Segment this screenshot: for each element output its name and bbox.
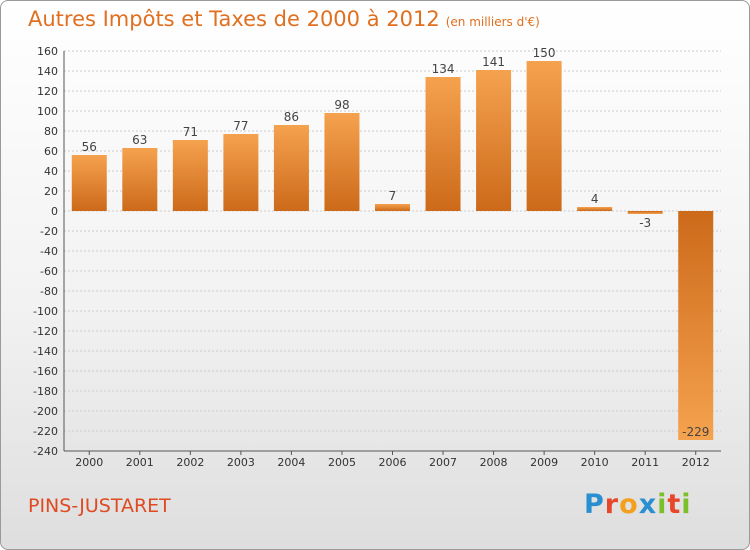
y-tick-label: -240 xyxy=(33,445,58,458)
x-tick-label-2006: 2006 xyxy=(379,456,407,469)
y-tick-label: 120 xyxy=(37,85,58,98)
data-label-2000: 56 xyxy=(82,140,97,154)
commune-name: PINS-JUSTARET xyxy=(28,495,171,517)
data-label-2008: 141 xyxy=(482,55,505,69)
chart-title-unit: (en milliers d'€) xyxy=(445,15,540,29)
bar-2000 xyxy=(71,155,107,211)
data-label-2002: 71 xyxy=(183,125,198,139)
x-tick-label-2001: 2001 xyxy=(126,456,154,469)
bar-2001 xyxy=(122,148,158,211)
bar-2006 xyxy=(375,204,410,211)
x-tick-label-2009: 2009 xyxy=(530,456,558,469)
x-tick-label-2011: 2011 xyxy=(631,456,659,469)
logo-letter: i xyxy=(681,489,692,520)
logo-letter: o xyxy=(619,489,639,520)
data-label-2003: 77 xyxy=(233,119,248,133)
y-tick-label: -60 xyxy=(40,265,58,278)
logo-letter: P xyxy=(584,489,605,520)
proxiti-logo: Proxiti xyxy=(584,489,692,520)
y-tick-label: -20 xyxy=(40,225,58,238)
data-label-2012: -229 xyxy=(682,425,709,439)
data-label-2007: 134 xyxy=(432,62,455,76)
bar-2003 xyxy=(223,134,259,211)
data-label-2001: 63 xyxy=(132,133,147,147)
x-tick-label-2002: 2002 xyxy=(176,456,204,469)
data-label-2005: 98 xyxy=(334,98,349,112)
x-tick-label-2005: 2005 xyxy=(328,456,356,469)
y-tick-label: -140 xyxy=(33,345,58,358)
y-tick-label: 40 xyxy=(44,165,58,178)
y-tick-label: -40 xyxy=(40,245,58,258)
y-tick-label: -120 xyxy=(33,325,58,338)
y-tick-label: -180 xyxy=(33,385,58,398)
logo-letter: i xyxy=(657,489,668,520)
x-tick-label-2008: 2008 xyxy=(480,456,508,469)
data-label-2011: -3 xyxy=(639,216,651,230)
bar-2008 xyxy=(476,70,512,211)
bar-2002 xyxy=(172,140,208,211)
x-tick-label-2003: 2003 xyxy=(227,456,255,469)
bar-2010 xyxy=(577,207,613,211)
y-tick-label: -220 xyxy=(33,425,58,438)
bar-2004 xyxy=(273,125,309,211)
x-tick-label-2010: 2010 xyxy=(581,456,609,469)
data-label-2004: 86 xyxy=(284,110,299,124)
data-label-2009: 150 xyxy=(533,46,556,60)
x-tick-label-2000: 2000 xyxy=(75,456,103,469)
logo-letter: r xyxy=(604,489,620,520)
chart-title-main: Autres Impôts et Taxes de 2000 à 2012 xyxy=(28,7,440,31)
y-tick-label: 140 xyxy=(37,65,58,78)
data-label-2010: 4 xyxy=(591,192,599,206)
data-label-2006: 7 xyxy=(389,189,397,203)
y-tick-label: 160 xyxy=(37,45,58,58)
y-tick-label: 0 xyxy=(51,205,58,218)
chart-title: Autres Impôts et Taxes de 2000 à 2012 (en… xyxy=(28,7,540,31)
x-tick-label-2007: 2007 xyxy=(429,456,457,469)
x-tick-label-2004: 2004 xyxy=(277,456,305,469)
logo-letter: t xyxy=(667,489,682,520)
y-tick-label: -200 xyxy=(33,405,58,418)
logo-letter: x xyxy=(638,489,658,520)
bar-2005 xyxy=(324,113,360,211)
bar-2009 xyxy=(526,61,562,211)
y-tick-label: 60 xyxy=(44,145,58,158)
y-tick-label: -100 xyxy=(33,305,58,318)
y-tick-label: -80 xyxy=(40,285,58,298)
y-tick-label: -160 xyxy=(33,365,58,378)
y-tick-label: 20 xyxy=(44,185,58,198)
bar-2012 xyxy=(678,211,714,440)
bar-2011 xyxy=(627,211,663,214)
y-tick-label: 80 xyxy=(44,125,58,138)
y-tick-label: 100 xyxy=(37,105,58,118)
bar-2007 xyxy=(425,77,461,211)
x-tick-label-2012: 2012 xyxy=(682,456,710,469)
